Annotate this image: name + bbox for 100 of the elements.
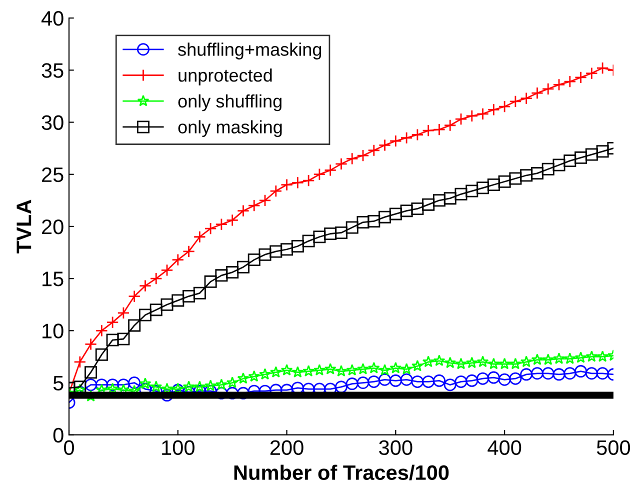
point (564, 352, 576, 364)
x-tick-label: 500 (596, 440, 630, 456)
point (346, 364, 358, 376)
point (422, 375, 435, 388)
point (84, 366, 98, 379)
point (106, 334, 119, 346)
point (150, 380, 162, 392)
point (346, 152, 358, 165)
legend-label: only masking (178, 120, 282, 138)
point (324, 362, 336, 374)
point (302, 234, 315, 248)
point (204, 222, 217, 235)
x-tick-label: 200 (270, 440, 304, 456)
point (215, 269, 228, 282)
point (585, 67, 598, 80)
point (74, 356, 86, 368)
point (466, 374, 478, 387)
point (553, 352, 565, 364)
point (596, 145, 609, 158)
point (530, 86, 544, 100)
point (542, 354, 554, 366)
point (226, 376, 238, 388)
point (564, 154, 576, 168)
point (498, 373, 511, 386)
point (356, 216, 370, 229)
point (488, 358, 500, 370)
point (150, 304, 162, 316)
point (346, 221, 358, 234)
point (596, 367, 609, 380)
point (432, 123, 446, 136)
point (138, 280, 152, 292)
point (487, 103, 500, 116)
point (400, 373, 413, 386)
point (498, 175, 511, 188)
point (476, 182, 490, 194)
x-tick-label: 100 (162, 440, 194, 456)
point (585, 148, 598, 161)
point (400, 204, 413, 218)
y-tick-label: 10 (42, 324, 64, 338)
point (378, 373, 392, 386)
point (106, 316, 119, 329)
point (411, 375, 424, 388)
point (509, 95, 522, 108)
point (182, 245, 196, 258)
point (432, 194, 446, 207)
point (433, 354, 446, 366)
y-tick-label: 30 (42, 115, 64, 130)
point (248, 199, 260, 212)
point (182, 380, 195, 392)
point (509, 172, 522, 185)
point (368, 375, 380, 388)
point (182, 290, 196, 303)
point (84, 378, 98, 392)
point (574, 352, 587, 363)
point (476, 356, 489, 368)
point (291, 176, 304, 189)
point (84, 338, 98, 350)
point (552, 78, 566, 91)
point (292, 366, 304, 378)
point (291, 240, 304, 252)
point (520, 368, 533, 381)
point (411, 128, 424, 141)
point (530, 167, 544, 180)
y-tick-label: 35 (42, 63, 64, 78)
point (466, 110, 478, 122)
point (552, 158, 566, 172)
x-tick-label: 400 (488, 440, 522, 456)
point (487, 371, 500, 384)
point (160, 298, 174, 311)
point (258, 194, 272, 207)
point (160, 264, 174, 276)
point (356, 376, 370, 390)
point (368, 214, 380, 228)
point (368, 362, 380, 374)
point (334, 380, 348, 394)
point (74, 380, 86, 394)
point (117, 378, 130, 392)
point (259, 368, 271, 380)
point (280, 243, 294, 256)
point (444, 119, 456, 132)
legend-label: shuffling+masking (178, 42, 322, 60)
point (444, 192, 456, 205)
point (466, 356, 478, 368)
legend-label: unprotected (178, 68, 272, 86)
point (258, 248, 272, 261)
point (302, 174, 315, 187)
point (542, 162, 554, 176)
legend-label: only shuffling (178, 94, 282, 112)
point (346, 378, 358, 390)
point (574, 71, 588, 84)
point (324, 164, 337, 176)
point (313, 230, 326, 244)
point (226, 266, 239, 279)
point (138, 308, 152, 322)
point (498, 100, 511, 113)
point (476, 108, 490, 120)
point (454, 375, 468, 388)
point (193, 286, 206, 300)
point (520, 169, 533, 182)
point (487, 178, 500, 192)
